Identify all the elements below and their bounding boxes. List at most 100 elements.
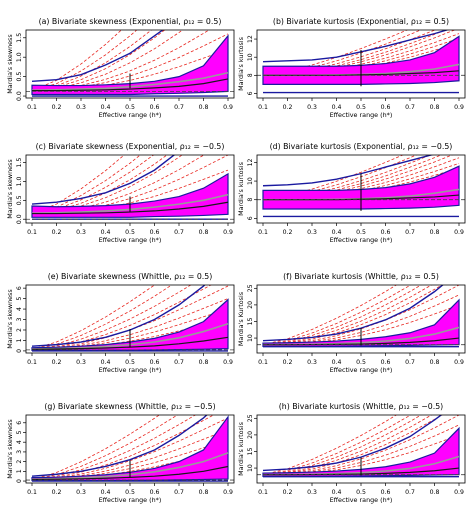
ytick-label-e-5: 5 <box>16 297 23 301</box>
plot-area-c <box>26 155 234 220</box>
xtick-label-d-0: 0.1 <box>258 229 268 236</box>
xtick-label-h-1: 0.2 <box>283 489 293 496</box>
xtick-label-b-8: 0.9 <box>454 104 464 111</box>
ytick-label-c-0: 0.0 <box>16 214 23 224</box>
y-axis-label-b: Mardia's kurtosis <box>237 36 245 91</box>
xtick-label-b-0: 0.1 <box>258 104 268 111</box>
sim-line-d-7 <box>262 155 404 201</box>
sim-line-h-3 <box>262 415 443 476</box>
xtick-label-c-0: 0.1 <box>27 229 37 236</box>
y-axis-label-g: Mardia's skewness <box>6 419 14 479</box>
x-axis-label-d: Effective range (h*) <box>330 236 393 244</box>
xtick-label-c-7: 0.8 <box>199 229 209 236</box>
xtick-label-g-3: 0.4 <box>101 489 111 496</box>
panel-title-b: (b) Bivariate kurtosis (Exponential, ρ₁₂… <box>273 17 449 26</box>
ytick-label-d-1: 8 <box>247 198 254 202</box>
ytick-label-g-5: 5 <box>16 430 23 434</box>
ytick-label-h-3: 25 <box>247 414 254 422</box>
xtick-label-d-5: 0.6 <box>381 229 391 236</box>
xtick-label-a-5: 0.6 <box>150 104 160 111</box>
xtick-label-f-8: 0.9 <box>454 359 464 366</box>
plot-area-f <box>257 285 465 348</box>
xtick-label-f-4: 0.5 <box>356 359 366 366</box>
xtick-label-e-2: 0.3 <box>76 359 86 366</box>
plot-area-e <box>26 285 234 352</box>
panel-title-h: (h) Bivariate kurtosis (Whittle, ρ₁₂ = −… <box>279 402 443 411</box>
xtick-label-a-8: 0.9 <box>223 104 233 111</box>
ytick-label-d-2: 10 <box>247 177 254 185</box>
xtick-label-d-1: 0.2 <box>283 229 293 236</box>
sim-line-c-7 <box>31 155 125 214</box>
ytick-label-b-1: 8 <box>247 73 254 77</box>
plot-area-a <box>26 30 234 97</box>
xtick-label-d-3: 0.4 <box>332 229 342 236</box>
panel-f: 0.1 0.2 0.3 0.4 0.5 0.6 0.7 0.8 0.9 10 15 20 25 (f) B… <box>237 272 466 374</box>
ytick-label-b-3: 12 <box>247 35 254 43</box>
plot-area-b <box>257 30 465 94</box>
xtick-label-e-1: 0.2 <box>52 359 62 366</box>
envelope-upper-c <box>31 155 176 205</box>
xtick-label-g-2: 0.3 <box>76 489 86 496</box>
x-axis-label-c: Effective range (h*) <box>99 236 162 244</box>
x-axis-label-a: Effective range (h*) <box>99 111 162 119</box>
sim-line-h-5 <box>262 415 422 476</box>
xtick-label-a-2: 0.3 <box>76 104 86 111</box>
ytick-label-g-0: 0 <box>16 479 23 483</box>
sim-line-f-3 <box>262 285 443 346</box>
panel-title-a: (a) Bivariate skewness (Exponential, ρ₁₂… <box>39 17 222 26</box>
y-axis-label-a: Mardia's skewness <box>6 34 14 94</box>
xtick-label-c-6: 0.7 <box>174 229 184 236</box>
xtick-label-g-8: 0.9 <box>223 489 233 496</box>
sim-line-g-6 <box>31 415 179 480</box>
y-axis-label-d: Mardia's kurtosis <box>237 161 245 216</box>
mean-curve-c <box>32 201 229 215</box>
ytick-label-g-4: 4 <box>16 440 23 444</box>
x-axis-label-f: Effective range (h*) <box>330 366 393 374</box>
panel-title-c: (c) Bivariate skewness (Exponential, ρ₁₂… <box>36 142 225 151</box>
panel-g: 0.1 0.2 0.3 0.4 0.5 0.6 0.7 0.8 0.9 0 1 2 3 4 5 6 (g) Bi… <box>6 402 235 504</box>
ytick-label-a-1: 0.5 <box>16 72 23 82</box>
xtick-label-g-0: 0.1 <box>27 489 37 496</box>
panel-title-e: (e) Bivariate skewness (Whittle, ρ₁₂ = 0… <box>48 272 213 281</box>
sim-line-a-7 <box>31 30 122 91</box>
xtick-label-a-3: 0.4 <box>101 104 111 111</box>
ytick-label-b-0: 6 <box>247 91 254 95</box>
plot-area-g <box>26 415 234 482</box>
panel-title-d: (d) Bivariate kurtosis (Exponential, ρ₁₂… <box>270 142 453 151</box>
ytick-label-c-3: 1.5 <box>16 158 23 168</box>
xtick-label-f-2: 0.3 <box>307 359 317 366</box>
envelope-upper-h <box>262 415 443 472</box>
xtick-label-f-6: 0.7 <box>405 359 415 366</box>
xtick-label-c-1: 0.2 <box>52 229 62 236</box>
ytick-label-d-3: 12 <box>247 158 254 166</box>
xtick-label-g-1: 0.2 <box>52 489 62 496</box>
panel-d: 0.1 0.2 0.3 0.4 0.5 0.6 0.7 0.8 0.9 6 8 10 12 (d) Biv… <box>237 142 466 244</box>
xtick-label-g-7: 0.8 <box>199 489 209 496</box>
panel-b: 0.1 0.2 0.3 0.4 0.5 0.6 0.7 0.8 0.9 6 8 10 12 (b) Biv… <box>237 17 466 119</box>
xtick-label-e-8: 0.9 <box>223 359 233 366</box>
xtick-label-f-3: 0.4 <box>332 359 342 366</box>
ytick-label-h-0: 10 <box>247 464 254 472</box>
panel-e: 0.1 0.2 0.3 0.4 0.5 0.6 0.7 0.8 0.9 0 1 2 3 4 5 6 (e) Bi… <box>6 272 235 374</box>
ytick-label-f-2: 20 <box>247 301 254 309</box>
xtick-label-h-0: 0.1 <box>258 489 268 496</box>
ytick-label-f-0: 10 <box>247 334 254 342</box>
ytick-label-e-2: 2 <box>16 328 23 332</box>
xtick-label-g-4: 0.5 <box>125 489 135 496</box>
xtick-label-f-0: 0.1 <box>258 359 268 366</box>
ytick-label-e-6: 6 <box>16 286 23 290</box>
x-axis-label-e: Effective range (h*) <box>99 366 162 374</box>
ytick-label-e-1: 1 <box>16 338 23 342</box>
xtick-label-d-8: 0.9 <box>454 229 464 236</box>
sim-line-f-7 <box>262 285 398 346</box>
xtick-label-b-4: 0.5 <box>356 104 366 111</box>
xtick-label-f-5: 0.6 <box>381 359 391 366</box>
panel-c: 0.1 0.2 0.3 0.4 0.5 0.6 0.7 0.8 0.9 0.0 0.5 1.0 1.5 (… <box>6 142 235 244</box>
panel-a: 0.1 0.2 0.3 0.4 0.5 0.6 0.7 0.8 0.9 0.0 0.5 1.0 1.5 (… <box>6 17 235 119</box>
ytick-label-h-2: 20 <box>247 431 254 439</box>
xtick-label-b-7: 0.8 <box>430 104 440 111</box>
sim-line-e-6 <box>31 285 173 350</box>
sim-line-b-7 <box>262 30 409 76</box>
xtick-label-e-4: 0.5 <box>125 359 135 366</box>
envelope-upper-g <box>31 415 208 477</box>
